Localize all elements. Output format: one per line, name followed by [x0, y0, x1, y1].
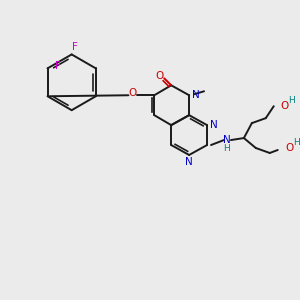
- Text: O: O: [281, 101, 289, 111]
- Text: O: O: [155, 71, 164, 81]
- Text: H: H: [288, 96, 294, 105]
- Text: O: O: [286, 143, 294, 153]
- Text: F: F: [55, 61, 60, 71]
- Text: N: N: [192, 90, 200, 100]
- Text: N: N: [185, 157, 193, 167]
- Text: N: N: [223, 135, 231, 145]
- Text: H: H: [224, 143, 230, 152]
- Text: N: N: [210, 120, 218, 130]
- Text: F: F: [72, 43, 78, 52]
- Text: H: H: [292, 137, 299, 146]
- Text: O: O: [128, 88, 136, 98]
